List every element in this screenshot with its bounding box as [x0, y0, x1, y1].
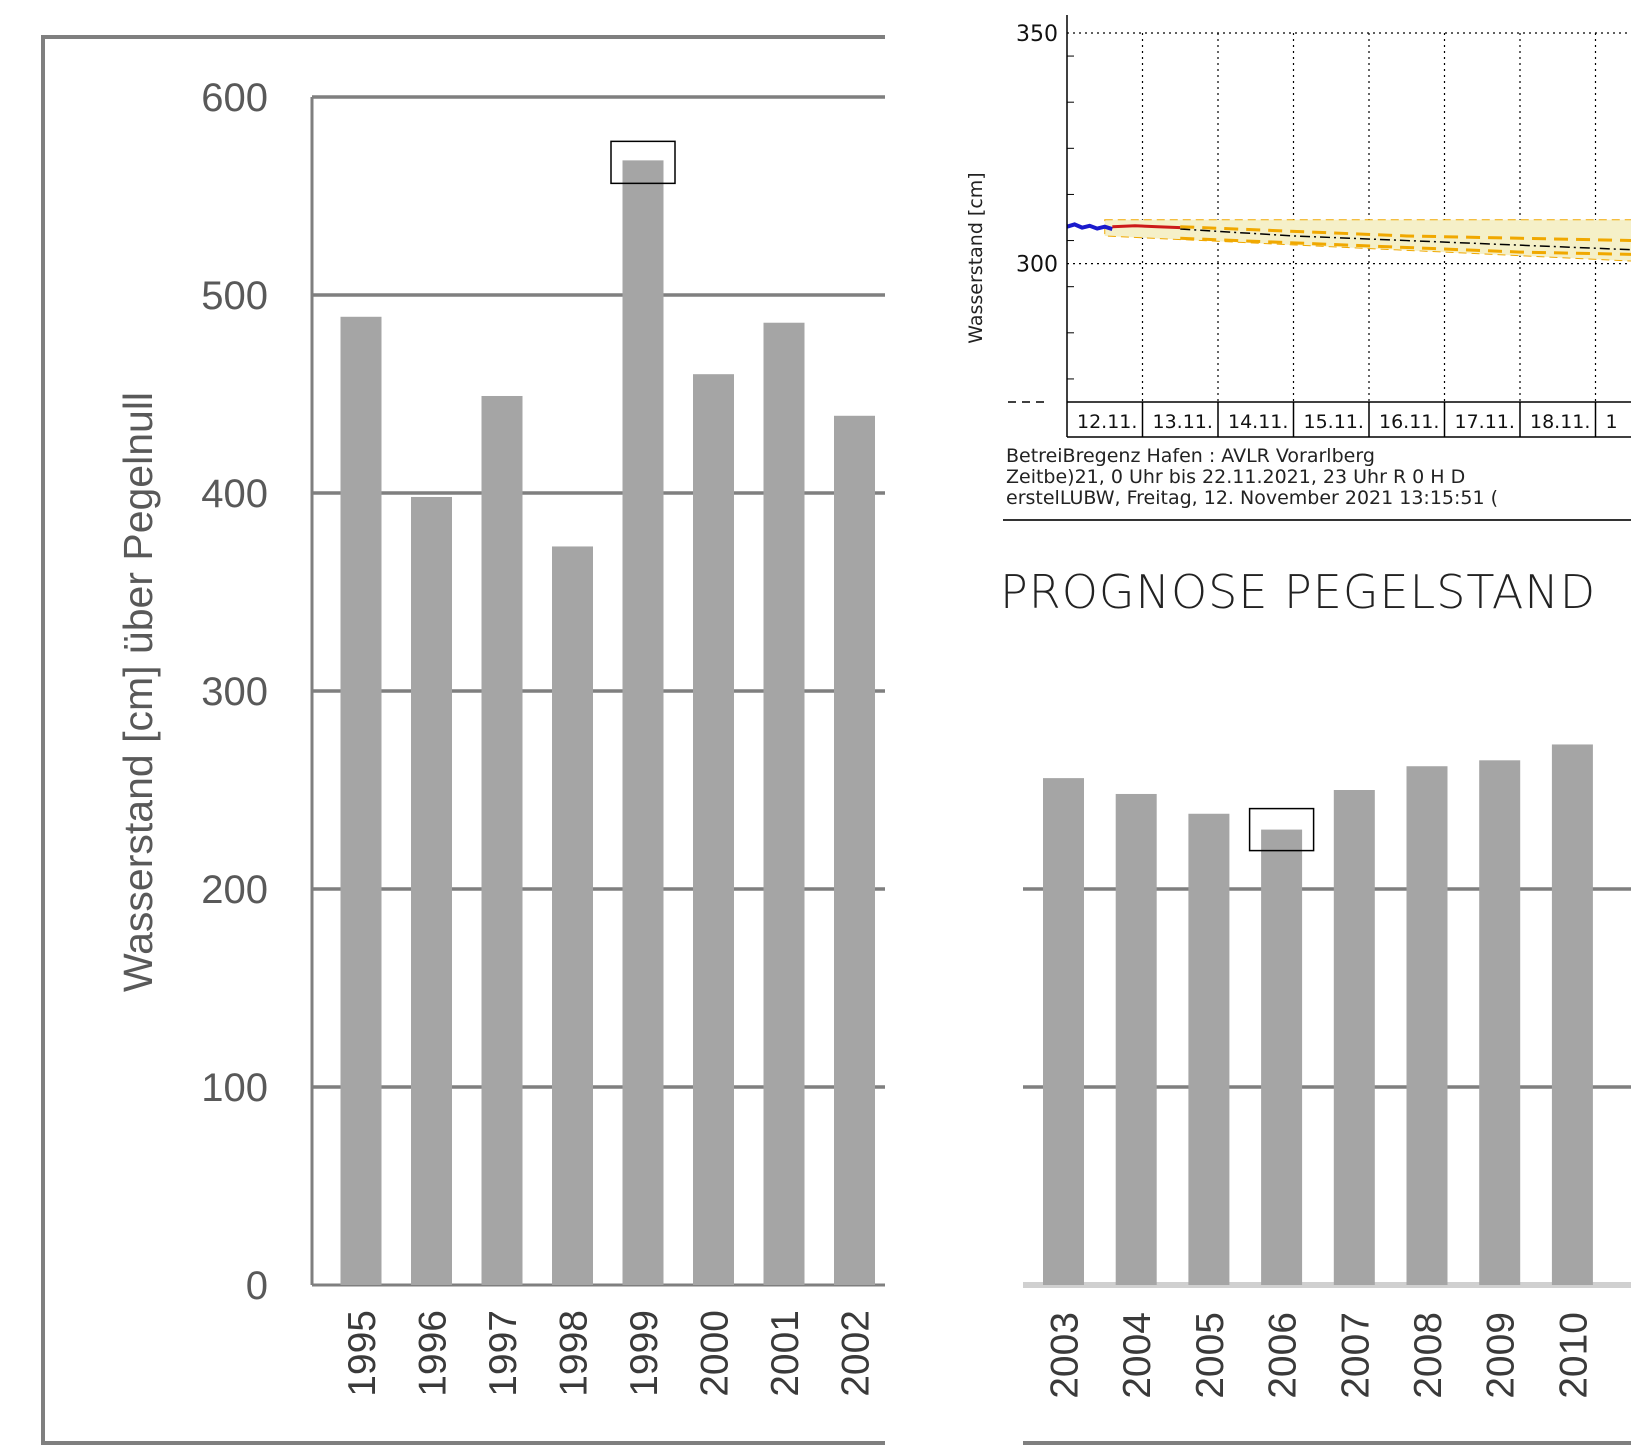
x-tick-label: 1997 [482, 1310, 525, 1397]
footer-line: Zeitbe)21, 0 Uhr bis 22.11.2021, 23 Uhr … [1006, 466, 1465, 488]
y-tick-label: 200 [201, 868, 268, 912]
x-tick-label: 13.11. [1153, 411, 1213, 433]
bar [834, 415, 875, 1285]
x-tick-label: 1999 [623, 1310, 666, 1397]
panel-3: 2003 2004 2005 2006 2007 2008 2009 2010 [1023, 744, 1631, 1445]
bar [552, 546, 593, 1285]
y-tick-label: 300 [201, 670, 268, 714]
highlight-box [610, 140, 676, 185]
bar [1479, 760, 1521, 1285]
series-line [1112, 224, 1181, 230]
x-tick-label: 2000 [694, 1310, 737, 1397]
bar [1261, 829, 1303, 1285]
bar [693, 374, 734, 1285]
bar [1551, 744, 1593, 1285]
y-tick-label: 0 [246, 1264, 268, 1308]
x-tick-label: 2003 [1044, 1312, 1087, 1399]
x-tick-label: 12.11. [1077, 411, 1137, 433]
highlight-box [1248, 807, 1315, 852]
x-tick-label: 1998 [553, 1310, 596, 1397]
bar [340, 316, 382, 1285]
y-axis-label-2: Wasserstand [cm] [965, 172, 987, 343]
x-tick-label: 2007 [1334, 1312, 1377, 1399]
y-tick-label: 100 [201, 1066, 268, 1110]
series-line [1180, 228, 1631, 251]
series-line [1180, 236, 1631, 256]
y-tick-label: 300 [1016, 253, 1058, 278]
x-tick-label: 2002 [835, 1310, 878, 1397]
x-tick-label: 2006 [1262, 1312, 1305, 1399]
bar [1333, 790, 1375, 1285]
y-tick-label: 400 [201, 472, 268, 516]
footer-line: BetreiBregenz Hafen : AVLR Vorarlberg [1006, 445, 1375, 467]
panel-1: 0 100 200 300 400 500 600 1995 1996 1997 1998 1999… [41, 35, 885, 1445]
x-tick-label: 17.11. [1455, 411, 1515, 433]
footer-line: erstelLUBW, Freitag, 12. November 2021 1… [1006, 487, 1498, 509]
series-line [1066, 222, 1113, 231]
x-tick-label: 2010 [1552, 1312, 1595, 1399]
x-tick-label: 2001 [764, 1310, 807, 1397]
series-line [1180, 225, 1631, 243]
panel-2: 300 350 12.11. 13.11. 14.11. 15.11. 16.11. 17.… [965, 15, 1631, 521]
x-tick-label: 16.11. [1379, 411, 1439, 433]
bar [1115, 793, 1157, 1285]
bar [1043, 778, 1084, 1285]
x-tick-label: 2008 [1407, 1312, 1450, 1399]
y-tick-label: 350 [1016, 22, 1058, 47]
bar [481, 395, 523, 1286]
x-tick-label: 1995 [341, 1310, 384, 1397]
bar [411, 496, 452, 1286]
x-tick-label: 18.11. [1530, 411, 1590, 433]
x-tick-label: 14.11. [1228, 411, 1288, 433]
x-tick-label: 15.11. [1304, 411, 1364, 433]
y-axis-label: Wasserstand [cm] über Pegelnull [115, 392, 161, 992]
bar [763, 322, 805, 1286]
bar [1406, 766, 1448, 1285]
x-tick-label: 2009 [1480, 1312, 1523, 1399]
x-tick-label: 2004 [1116, 1312, 1159, 1399]
bar [622, 160, 664, 1286]
y-tick-label: 600 [201, 76, 268, 120]
prognose-heading: PROGNOSE PEGELSTAND [1000, 565, 1597, 619]
bar [1188, 813, 1230, 1285]
x-tick-label: 1 [1606, 411, 1618, 433]
y-tick-label: 500 [201, 274, 268, 318]
x-tick-label: 1996 [412, 1310, 455, 1397]
x-tick-label: 2005 [1189, 1312, 1232, 1399]
